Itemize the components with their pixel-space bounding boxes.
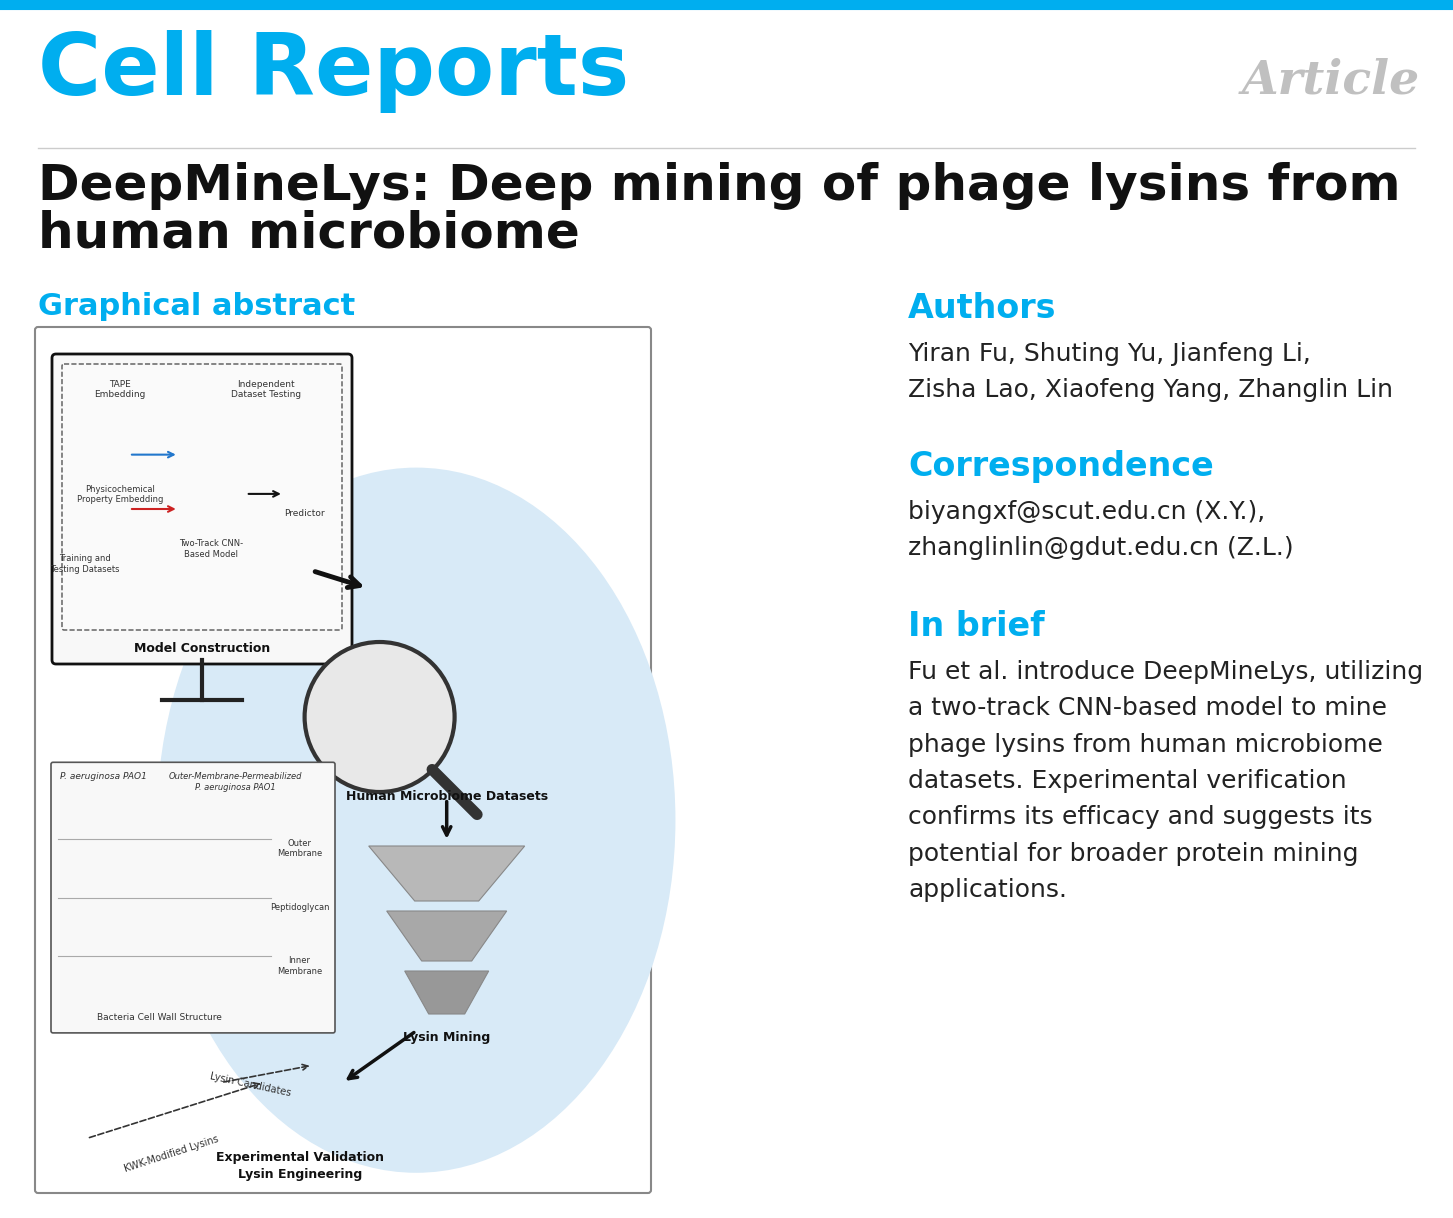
Text: Correspondence: Correspondence — [908, 449, 1213, 484]
Text: Training and
Testing Datasets: Training and Testing Datasets — [51, 554, 121, 574]
Text: Article: Article — [1242, 58, 1420, 104]
Text: Yiran Fu, Shuting Yu, Jianfeng Li,: Yiran Fu, Shuting Yu, Jianfeng Li, — [908, 342, 1311, 365]
Circle shape — [305, 642, 455, 792]
Text: Fu et al. introduce DeepMineLys, utilizing
a two-track CNN-based model to mine
p: Fu et al. introduce DeepMineLys, utilizi… — [908, 660, 1424, 903]
Polygon shape — [369, 847, 525, 901]
Polygon shape — [405, 971, 488, 1015]
Text: Peptidoglycan: Peptidoglycan — [270, 903, 330, 912]
Text: DeepMineLys: Deep mining of phage lysins from: DeepMineLys: Deep mining of phage lysins… — [38, 162, 1401, 209]
Text: Physicochemical
Property Embedding: Physicochemical Property Embedding — [77, 485, 163, 504]
Text: Model Construction: Model Construction — [134, 642, 270, 655]
Ellipse shape — [157, 468, 676, 1173]
Text: Cell Reports: Cell Reports — [38, 30, 629, 113]
FancyBboxPatch shape — [62, 364, 341, 630]
Text: Authors: Authors — [908, 292, 1056, 325]
Text: Predictor: Predictor — [283, 509, 324, 518]
FancyBboxPatch shape — [52, 354, 352, 664]
Text: Two-Track CNN-
Based Model: Two-Track CNN- Based Model — [179, 540, 243, 559]
FancyBboxPatch shape — [35, 326, 651, 1192]
Polygon shape — [386, 911, 507, 961]
Text: Human Microbiome Datasets: Human Microbiome Datasets — [346, 790, 548, 803]
Text: zhanglinlin@gdut.edu.cn (Z.L.): zhanglinlin@gdut.edu.cn (Z.L.) — [908, 536, 1293, 560]
Text: Outer
Membrane: Outer Membrane — [276, 839, 323, 859]
Text: Inner
Membrane: Inner Membrane — [276, 956, 323, 976]
Text: biyangxf@scut.edu.cn (X.Y.),: biyangxf@scut.edu.cn (X.Y.), — [908, 501, 1266, 524]
Text: Lysin Candidates: Lysin Candidates — [209, 1072, 292, 1099]
Text: In brief: In brief — [908, 610, 1045, 643]
Text: Graphical abstract: Graphical abstract — [38, 292, 355, 322]
Text: human microbiome: human microbiome — [38, 209, 580, 258]
FancyBboxPatch shape — [51, 762, 336, 1033]
Text: KWK-Modified Lysins: KWK-Modified Lysins — [124, 1134, 221, 1174]
Text: Bacteria Cell Wall Structure: Bacteria Cell Wall Structure — [97, 1013, 222, 1022]
Text: TAPE
Embedding: TAPE Embedding — [94, 380, 145, 400]
Text: Outer-Membrane-Permeabilized
P. aeruginosa PAO1: Outer-Membrane-Permeabilized P. aerugino… — [169, 772, 302, 792]
Text: Lysin Mining: Lysin Mining — [402, 1030, 490, 1044]
Text: Experimental Validation
Lysin Engineering: Experimental Validation Lysin Engineerin… — [216, 1151, 384, 1181]
Text: Zisha Lao, Xiaofeng Yang, Zhanglin Lin: Zisha Lao, Xiaofeng Yang, Zhanglin Lin — [908, 378, 1393, 402]
Text: Independent
Dataset Testing: Independent Dataset Testing — [231, 380, 301, 400]
Text: P. aeruginosa PAO1: P. aeruginosa PAO1 — [60, 772, 147, 781]
